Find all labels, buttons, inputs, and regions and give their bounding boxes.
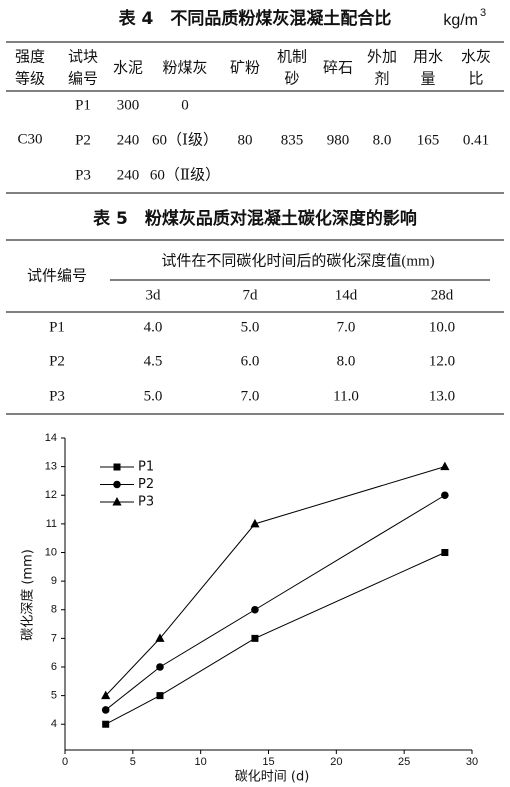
x-tick-label: 0 (62, 756, 68, 768)
cell: P1 (49, 319, 65, 335)
cell: 980 (327, 132, 350, 148)
cell: 13.0 (429, 388, 455, 404)
cell: P2 (49, 353, 65, 369)
cell: 835 (281, 132, 304, 148)
cell: 4.0 (144, 319, 163, 335)
column-header: 试块 (68, 48, 98, 65)
column-header: 机制 (277, 48, 307, 65)
cell: 60（Ⅰ级） (152, 131, 218, 148)
cell: P3 (75, 167, 91, 183)
x-tick-label: 25 (398, 756, 410, 768)
y-tick-label: 4 (51, 718, 57, 730)
group-header: 试件在不同碳化时间后的碳化深度值(mm) (161, 252, 434, 269)
legend-label: P1 (138, 460, 154, 475)
marker (156, 663, 164, 671)
cell: P1 (75, 97, 91, 113)
y-tick-label: 11 (46, 518, 57, 530)
column-header: 水泥 (113, 59, 143, 76)
cell: 7.0 (241, 388, 260, 404)
cell: 4.5 (144, 353, 163, 369)
series-line (105, 494, 446, 711)
cell: 0 (181, 97, 189, 113)
cell: 0.41 (463, 132, 489, 148)
y-axis-label: 碳化深度 (mm) (20, 549, 36, 641)
column-header: 剂 (374, 70, 389, 87)
x-axis-label: 碳化时间 (d) (235, 770, 310, 785)
x-tick-label: 20 (330, 756, 342, 768)
series-line (105, 466, 446, 696)
column-header: 14d (335, 287, 358, 303)
column-header: 矿粉 (230, 59, 260, 76)
marker (113, 480, 121, 489)
column-header: 碎石 (323, 59, 353, 76)
legend-label: P3 (138, 495, 154, 510)
marker (441, 548, 449, 556)
cell: 11.0 (333, 388, 359, 404)
column-header: 7d (243, 287, 259, 303)
marker (250, 518, 260, 528)
cell: 240 (117, 132, 140, 148)
cell: 60（Ⅱ级） (150, 166, 220, 183)
column-header: 28d (431, 287, 454, 303)
y-tick-label: 8 (51, 604, 57, 616)
cell: 240 (117, 167, 140, 183)
x-tick-label: 5 (130, 756, 136, 768)
column-header: 比 (468, 70, 483, 87)
cell: 8.0 (373, 132, 392, 148)
series-line (105, 552, 446, 725)
marker (440, 461, 450, 471)
marker (101, 706, 110, 714)
id-header: 试件编号 (27, 267, 87, 284)
marker (102, 720, 110, 728)
cell: P3 (49, 388, 65, 404)
marker (113, 463, 121, 471)
marker (112, 497, 122, 506)
y-tick-label: 12 (45, 489, 57, 501)
column-header: 粉煤灰 (162, 59, 207, 76)
marker (156, 692, 164, 700)
cell: 5.0 (241, 319, 260, 335)
table-title: 表 4 不同品质粉煤灰混凝土配合比 (119, 8, 392, 29)
y-tick-label: 6 (51, 661, 57, 673)
table-title: 表 5 粉煤灰品质对混凝土碳化深度的影响 (93, 208, 417, 229)
cell: 12.0 (429, 353, 455, 369)
y-tick-label: 7 (51, 632, 57, 644)
marker (441, 491, 449, 500)
y-tick-label: 5 (51, 690, 57, 702)
cell: 8.0 (337, 353, 356, 369)
cell: 300 (117, 97, 140, 113)
y-tick-label: 10 (45, 546, 57, 558)
column-header: 用水 (413, 48, 443, 65)
column-header: 水灰 (461, 48, 491, 65)
column-header: 量 (420, 71, 435, 87)
cell: 165 (417, 132, 440, 148)
x-tick-label: 15 (262, 756, 274, 768)
marker (101, 690, 111, 700)
y-tick-label: 14 (45, 432, 57, 444)
marker (251, 634, 259, 642)
unit-superscript: 3 (480, 7, 486, 19)
column-header: 等级 (15, 69, 45, 87)
cell: 5.0 (144, 388, 163, 404)
column-header: 外加 (367, 48, 397, 65)
y-tick-label: 13 (45, 461, 57, 473)
x-tick-label: 30 (466, 756, 478, 768)
cell: 6.0 (241, 353, 260, 369)
marker (251, 605, 259, 614)
column-header: 砂 (284, 70, 299, 87)
column-header: 3d (146, 287, 162, 303)
marker (155, 633, 165, 642)
legend-label: P2 (138, 477, 154, 492)
column-header: 编号 (68, 70, 98, 87)
cell: 7.0 (337, 319, 356, 335)
y-tick-label: 9 (51, 575, 57, 587)
cell: P2 (75, 132, 91, 148)
cell: 80 (238, 132, 253, 148)
cell: 10.0 (429, 319, 455, 335)
column-header: 强度 (15, 48, 45, 65)
grade: C30 (17, 131, 42, 147)
x-tick-label: 10 (195, 756, 207, 768)
unit: kg/m (443, 12, 478, 29)
